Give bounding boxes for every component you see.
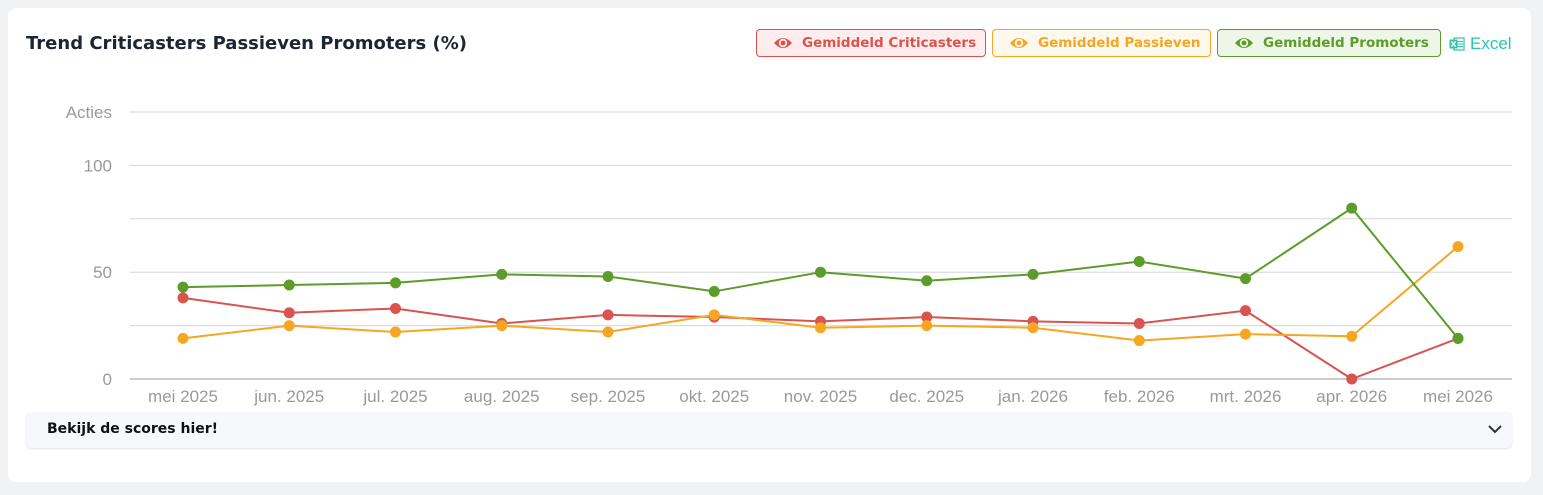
legend-toggle-passieven[interactable]: Gemiddeld Passieven <box>992 29 1211 57</box>
scores-accordion[interactable]: Bekijk de scores hier! <box>26 412 1512 448</box>
x-tick-label: jan. 2026 <box>997 387 1068 406</box>
excel-icon <box>1449 37 1465 51</box>
data-point[interactable] <box>602 270 614 282</box>
data-point[interactable] <box>283 307 295 319</box>
data-point[interactable] <box>1240 328 1251 340</box>
x-tick-label: mei 2025 <box>148 387 218 406</box>
data-point[interactable] <box>1452 241 1464 253</box>
x-tick-label: nov. 2025 <box>784 387 857 406</box>
y-axis-label: Acties <box>66 103 112 122</box>
x-tick-label: feb. 2026 <box>1104 387 1175 406</box>
y-tick-label: 50 <box>93 263 112 282</box>
data-point[interactable] <box>496 320 508 332</box>
x-axis: mei 2025 jun. 2025 jul. 2025 aug. 2025 sep. … <box>148 387 1493 406</box>
x-tick-label: dec. 2025 <box>889 387 964 406</box>
x-tick-label: mrt. 2026 <box>1210 387 1282 406</box>
data-point[interactable] <box>1452 332 1464 344</box>
y-tick-label: 0 <box>103 370 112 389</box>
x-tick-label: mei 2026 <box>1423 387 1493 406</box>
data-point[interactable] <box>1133 335 1145 347</box>
data-point[interactable] <box>1133 256 1145 268</box>
data-point[interactable] <box>177 281 189 293</box>
y-axis: 0 50 100 <box>84 156 112 389</box>
legend-label: Gemiddeld Criticasters <box>802 35 977 51</box>
series-gemiddeld-passieven <box>177 241 1464 347</box>
data-point[interactable] <box>1027 322 1039 334</box>
legend-toggle-criticasters[interactable]: Gemiddeld Criticasters <box>756 29 986 57</box>
legend-toggle-promoters[interactable]: Gemiddeld Promoters <box>1217 29 1441 57</box>
data-point[interactable] <box>921 275 933 287</box>
data-point[interactable] <box>1027 268 1039 280</box>
eye-icon <box>774 38 792 48</box>
data-point[interactable] <box>390 277 401 289</box>
data-point[interactable] <box>602 309 614 321</box>
data-point[interactable] <box>921 311 933 323</box>
data-point[interactable] <box>708 285 720 297</box>
chart-series <box>177 202 1464 385</box>
data-point[interactable] <box>1240 305 1251 317</box>
data-point[interactable] <box>390 326 401 338</box>
data-point[interactable] <box>815 266 826 278</box>
x-tick-label: okt. 2025 <box>679 387 749 406</box>
data-point[interactable] <box>708 309 720 321</box>
data-point[interactable] <box>602 326 614 338</box>
chart-card: Trend Criticasters Passieven Promoters (… <box>8 8 1531 482</box>
x-tick-label: sep. 2025 <box>571 387 646 406</box>
x-tick-label: apr. 2026 <box>1316 387 1387 406</box>
data-point[interactable] <box>1133 317 1145 329</box>
x-tick-label: jun. 2025 <box>253 387 324 406</box>
data-point[interactable] <box>283 279 295 291</box>
legend-label: Gemiddeld Passieven <box>1038 35 1201 51</box>
x-tick-label: aug. 2025 <box>464 387 540 406</box>
accordion-label: Bekijk de scores hier! <box>47 421 219 437</box>
eye-icon <box>1235 38 1253 48</box>
chevron-down-icon <box>1488 425 1502 434</box>
data-point[interactable] <box>921 320 933 332</box>
data-point[interactable] <box>815 322 826 334</box>
data-point[interactable] <box>1346 202 1358 214</box>
data-point[interactable] <box>1346 330 1358 342</box>
data-point[interactable] <box>283 320 295 332</box>
chart-grid <box>130 111 1512 380</box>
data-point[interactable] <box>496 268 508 280</box>
series-line <box>182 296 1459 381</box>
data-point[interactable] <box>1346 373 1358 385</box>
excel-label: Excel <box>1470 34 1512 53</box>
excel-export-button[interactable]: Excel <box>1449 34 1512 54</box>
x-tick-label: jul. 2025 <box>362 387 427 406</box>
chart-title: Trend Criticasters Passieven Promoters (… <box>26 33 467 54</box>
data-point[interactable] <box>177 332 189 344</box>
y-tick-label: 100 <box>84 156 112 175</box>
series-gemiddeld-promoters <box>177 202 1464 344</box>
data-point[interactable] <box>177 292 189 304</box>
series-gemiddeld-criticasters <box>177 292 1464 385</box>
data-point[interactable] <box>1240 273 1251 285</box>
data-point[interactable] <box>390 303 401 315</box>
eye-icon <box>1010 38 1028 48</box>
line-chart: 0 50 100 Acties mei 2025 jun. 2025 jul. 2025… <box>66 103 1512 406</box>
legend-label: Gemiddeld Promoters <box>1263 35 1429 51</box>
